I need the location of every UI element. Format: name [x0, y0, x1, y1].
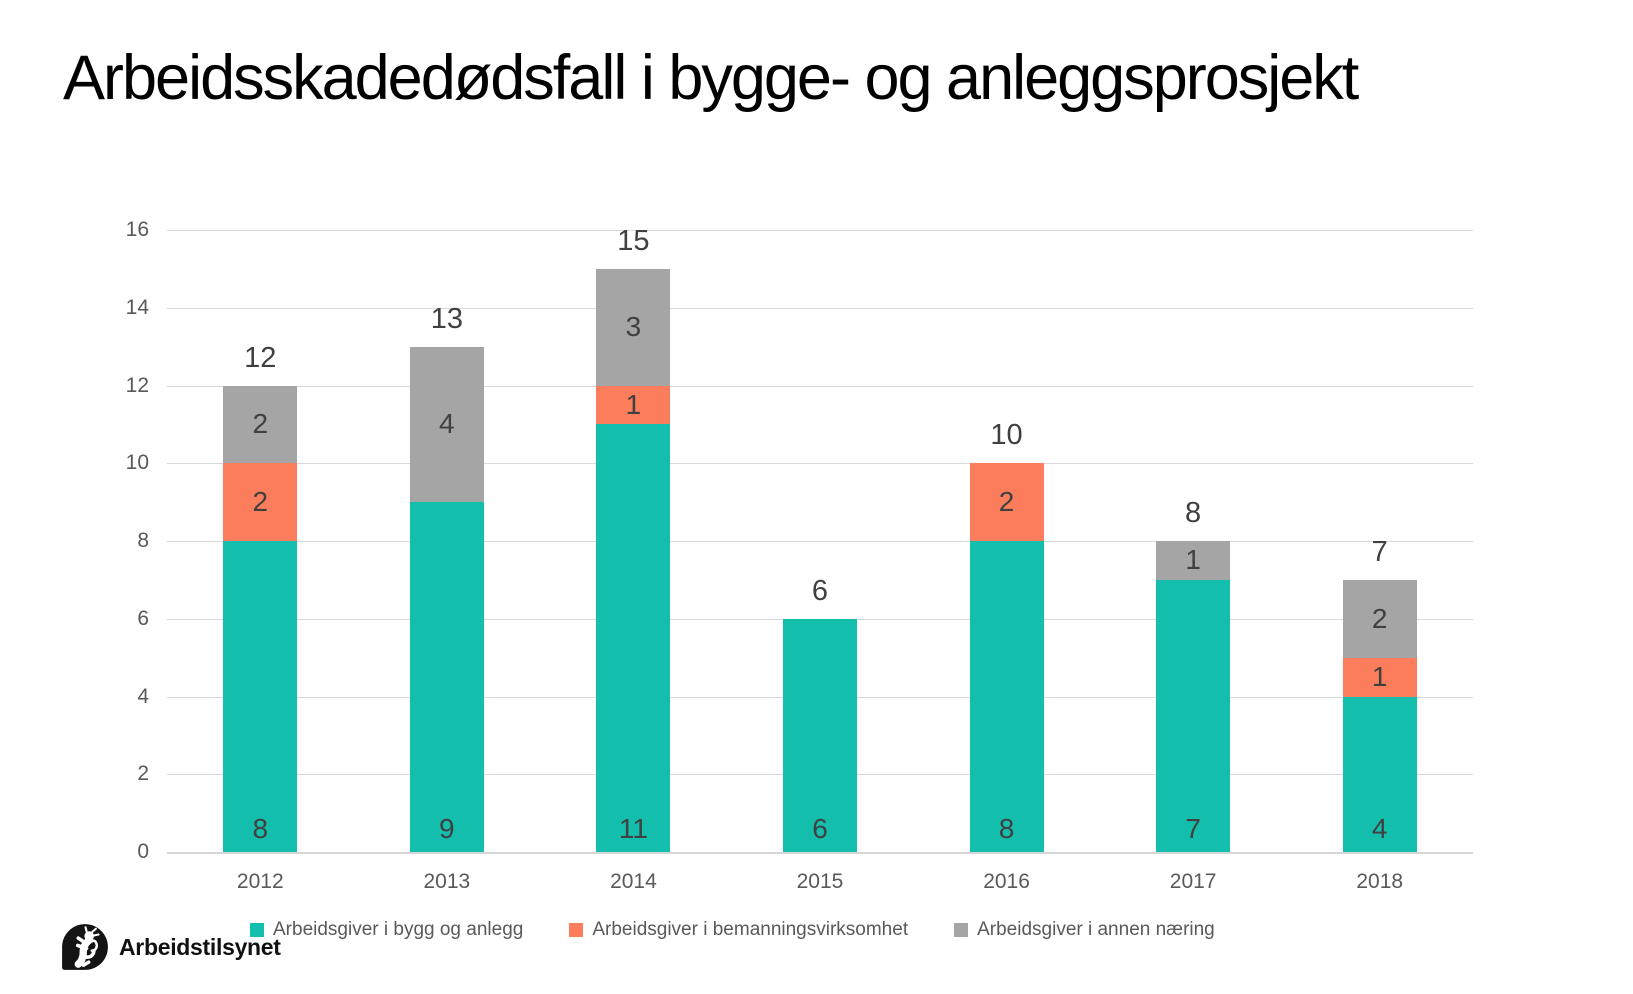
- bar-segment-2012-series2: 2: [223, 385, 298, 464]
- legend-swatch-icon: [250, 923, 264, 937]
- segment-value-label: 2: [252, 486, 269, 518]
- bar-segment-2013-series0: 9: [409, 502, 484, 852]
- bar-column-2016: 8 2 10 2016: [913, 230, 1100, 893]
- segment-value-label: 1: [625, 388, 642, 420]
- segment-value-label: 4: [1371, 813, 1388, 844]
- gridline: [167, 463, 1473, 465]
- segment-value-label: 1: [1371, 661, 1388, 693]
- bar-segment-2014-series2: 3: [596, 268, 671, 386]
- segment-value-label: 2: [1371, 602, 1388, 634]
- bar-total-label: 7: [1371, 535, 1388, 568]
- segment-value-label: 6: [812, 813, 828, 844]
- bar-segment-2017-series0: 7: [1156, 579, 1231, 852]
- y-axis-tick-label: 2: [137, 762, 149, 786]
- segment-value-label: 8: [998, 813, 1015, 844]
- bar-segment-2014-series1: 1: [596, 385, 671, 425]
- legend: Arbeidsgiver i bygg og anlegg Arbeidsgive…: [250, 919, 1215, 941]
- bar-segment-2014-series0: 11: [596, 424, 671, 852]
- bar-column-2014: 11 1 3 15 2014: [540, 225, 727, 893]
- x-axis-tick-label: 2016: [983, 870, 1030, 893]
- legend-swatch-icon: [569, 923, 584, 937]
- segment-value-label: 2: [252, 408, 269, 440]
- gridline: [167, 385, 1473, 387]
- y-axis-tick-label: 10: [125, 451, 149, 475]
- bar-segment-2012-series0: 8: [223, 541, 298, 852]
- segment-value-label: 11: [618, 813, 648, 844]
- logo-text: Arbeidstilsynet: [119, 933, 281, 960]
- chart-title: Arbeidsskadedødsfall i bygge- og anleggs…: [63, 43, 1359, 113]
- arbeidstilsynet-lion-icon: [62, 924, 108, 970]
- segment-value-label: 4: [439, 408, 455, 440]
- y-axis-tick-label: 6: [137, 606, 149, 630]
- bar-segment-2012-series1: 2: [223, 463, 298, 541]
- bar-segment-2018-series2: 2: [1342, 579, 1417, 658]
- gridline: [167, 307, 1473, 309]
- bar-segment-2018-series1: 1: [1342, 657, 1417, 697]
- x-axis-tick-label: 2012: [236, 870, 284, 893]
- bar-total-label: 12: [244, 341, 277, 374]
- logo: Arbeidstilsynet: [60, 922, 281, 972]
- bar-total-label: 8: [1185, 497, 1202, 529]
- bar-total-label: 13: [430, 302, 463, 335]
- legend-label: Arbeidsgiver i bemanningsvirksomhet: [592, 919, 909, 940]
- bar-segment-2013-series2: 4: [409, 346, 484, 503]
- legend-label: Arbeidsgiver i annen næring: [977, 919, 1215, 940]
- bar-segment-2016-series1: 2: [969, 463, 1044, 541]
- segment-value-label: 1: [1185, 544, 1201, 576]
- plot-area: 0 2 4 6 8 10 12 14 16 8 2 2 12 2012 9 4 13 2013 11 1 3 15 2014…: [126, 218, 1473, 893]
- y-axis-tick-label: 0: [137, 840, 149, 863]
- bar-total-label: 6: [811, 574, 829, 607]
- segment-value-label: 3: [625, 311, 642, 343]
- segment-value-label: 2: [998, 486, 1015, 518]
- bar-column-2018: 4 1 2 7 2018: [1286, 230, 1473, 893]
- bar-segment-2018-series0: 4: [1342, 696, 1417, 852]
- gridline: [167, 541, 1473, 542]
- bar-column-2017: 7 1 8 2017: [1100, 230, 1287, 893]
- x-axis-tick-label: 2018: [1356, 870, 1404, 893]
- x-axis-tick-label: 2015: [796, 870, 844, 893]
- legend-item-series1: Arbeidsgiver i bemanningsvirksomhet: [569, 919, 908, 941]
- bar-segment-2015-series0: 6: [782, 618, 857, 852]
- segment-value-label: 8: [252, 813, 269, 844]
- x-axis-tick-label: 2017: [1169, 870, 1217, 893]
- bar-column-2015: 6 6 2015: [727, 230, 914, 893]
- x-axis-tick-label: 2013: [423, 870, 471, 893]
- legend-swatch-icon: [954, 923, 969, 937]
- bar-column-2013: 9 4 13 2013: [354, 230, 541, 893]
- y-axis-tick-label: 8: [137, 529, 149, 552]
- legend-item-series0: Arbeidsgiver i bygg og anlegg: [250, 919, 523, 941]
- x-axis-tick-label: 2014: [610, 870, 657, 893]
- segment-value-label: 9: [439, 813, 455, 844]
- y-axis-tick-label: 4: [137, 684, 149, 708]
- bar-segment-2017-series2: 1: [1156, 541, 1231, 580]
- bar-total-label: 15: [617, 224, 650, 257]
- y-axis-tick-label: 12: [125, 373, 149, 397]
- bar-segment-2016-series0: 8: [969, 541, 1044, 852]
- y-axis-tick-label: 16: [125, 218, 149, 241]
- segment-value-label: 7: [1185, 813, 1201, 844]
- legend-label: Arbeidsgiver i bygg og anlegg: [273, 919, 524, 940]
- gridline: [167, 230, 1473, 231]
- bar-column-2012: 8 2 2 12 2012: [167, 230, 354, 893]
- y-axis-tick-label: 14: [125, 295, 149, 319]
- bar-total-label: 10: [990, 419, 1023, 452]
- legend-item-series2: Arbeidsgiver i annen næring: [954, 919, 1215, 941]
